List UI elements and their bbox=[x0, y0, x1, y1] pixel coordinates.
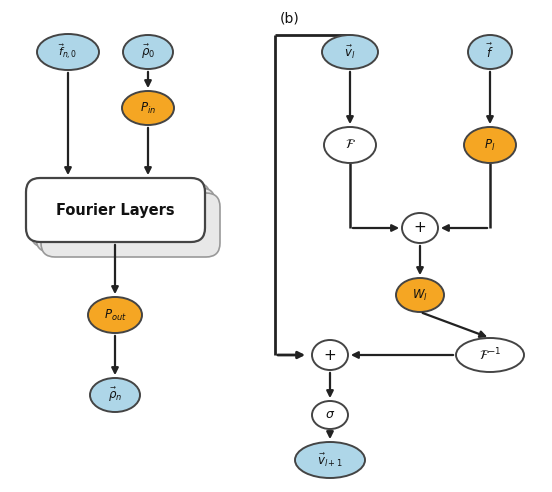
Ellipse shape bbox=[312, 340, 348, 370]
Text: $\sigma$: $\sigma$ bbox=[325, 408, 335, 422]
Ellipse shape bbox=[123, 35, 173, 69]
Text: $\vec{v}_{l+1}$: $\vec{v}_{l+1}$ bbox=[317, 452, 343, 468]
Ellipse shape bbox=[402, 213, 438, 243]
Ellipse shape bbox=[122, 91, 174, 125]
Ellipse shape bbox=[396, 278, 444, 312]
Ellipse shape bbox=[295, 442, 365, 478]
Ellipse shape bbox=[322, 35, 378, 69]
Text: $\vec{f}_{n,0}$: $\vec{f}_{n,0}$ bbox=[59, 43, 78, 62]
Text: (b): (b) bbox=[280, 11, 300, 25]
Text: $P_{out}$: $P_{out}$ bbox=[104, 308, 126, 323]
Ellipse shape bbox=[37, 34, 99, 70]
Text: $\vec{\rho}_0$: $\vec{\rho}_0$ bbox=[141, 43, 155, 61]
FancyBboxPatch shape bbox=[41, 193, 220, 257]
Ellipse shape bbox=[90, 378, 140, 412]
Text: $\vec{f}$: $\vec{f}$ bbox=[486, 43, 494, 61]
Ellipse shape bbox=[88, 297, 142, 333]
Ellipse shape bbox=[456, 338, 524, 372]
Text: $\mathcal{F}$: $\mathcal{F}$ bbox=[344, 139, 355, 152]
Text: Fourier Layers: Fourier Layers bbox=[56, 203, 174, 217]
Ellipse shape bbox=[468, 35, 512, 69]
Text: $\vec{\rho}_n$: $\vec{\rho}_n$ bbox=[108, 386, 122, 404]
Text: $+$: $+$ bbox=[323, 347, 337, 363]
Ellipse shape bbox=[464, 127, 516, 163]
FancyBboxPatch shape bbox=[31, 183, 210, 247]
Text: $\vec{v}_l$: $\vec{v}_l$ bbox=[344, 43, 355, 61]
Ellipse shape bbox=[324, 127, 376, 163]
Text: $P_l$: $P_l$ bbox=[484, 137, 496, 153]
Text: $W_l$: $W_l$ bbox=[412, 287, 428, 303]
Text: $+$: $+$ bbox=[413, 220, 427, 236]
Text: $\mathcal{F}^{-1}$: $\mathcal{F}^{-1}$ bbox=[479, 347, 501, 363]
FancyBboxPatch shape bbox=[26, 178, 205, 242]
Text: $P_{in}$: $P_{in}$ bbox=[140, 100, 156, 116]
Ellipse shape bbox=[312, 401, 348, 429]
FancyBboxPatch shape bbox=[36, 188, 215, 252]
